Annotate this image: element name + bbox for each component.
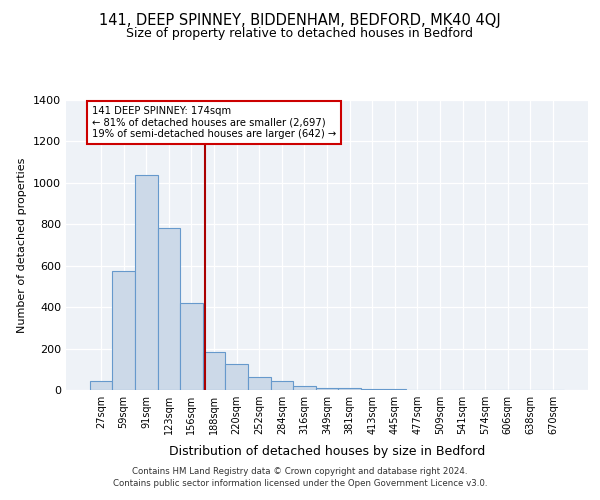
Bar [112,271,135,390]
Bar [316,388,338,390]
Bar [293,386,316,390]
Bar [158,228,180,390]
Text: Contains public sector information licensed under the Open Government Licence v3: Contains public sector information licen… [113,478,487,488]
Text: Contains HM Land Registry data © Crown copyright and database right 2024.: Contains HM Land Registry data © Crown c… [132,467,468,476]
Text: 141 DEEP SPINNEY: 174sqm
← 81% of detached houses are smaller (2,697)
19% of sem: 141 DEEP SPINNEY: 174sqm ← 81% of detach… [92,106,336,140]
Bar [90,380,112,390]
X-axis label: Distribution of detached houses by size in Bedford: Distribution of detached houses by size … [169,446,485,458]
Bar [135,174,158,390]
Bar [226,364,248,390]
Y-axis label: Number of detached properties: Number of detached properties [17,158,28,332]
Text: Size of property relative to detached houses in Bedford: Size of property relative to detached ho… [127,28,473,40]
Bar [361,389,383,390]
Bar [203,352,226,390]
Bar [248,377,271,390]
Bar [271,382,293,390]
Text: 141, DEEP SPINNEY, BIDDENHAM, BEDFORD, MK40 4QJ: 141, DEEP SPINNEY, BIDDENHAM, BEDFORD, M… [99,12,501,28]
Bar [180,303,203,390]
Bar [338,388,361,390]
